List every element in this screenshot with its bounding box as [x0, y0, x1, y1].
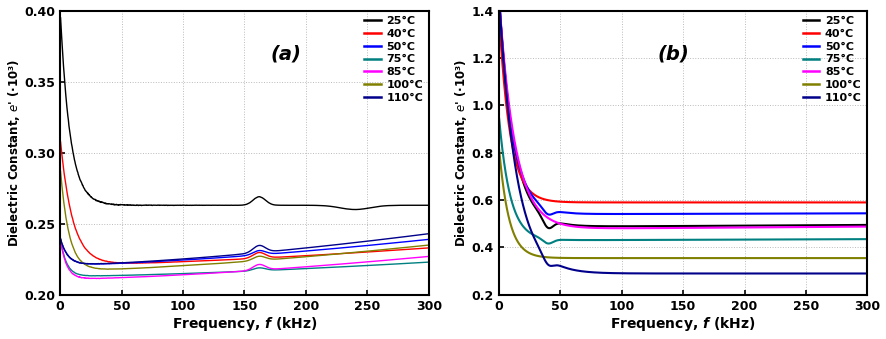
Text: (b): (b) — [657, 45, 689, 64]
Legend: 25°C, 40°C, 50°C, 75°C, 85°C, 100°C, 110°C: 25°C, 40°C, 50°C, 75°C, 85°C, 100°C, 110… — [803, 16, 862, 103]
X-axis label: Frequency, $\bfit{f}$ (kHz): Frequency, $\bfit{f}$ (kHz) — [610, 316, 756, 334]
Y-axis label: Dielectric Constant, $e$' (·10³): Dielectric Constant, $e$' (·10³) — [453, 59, 469, 247]
Text: (a): (a) — [270, 45, 301, 64]
Y-axis label: Dielectric Constant, $e$' (·10³): Dielectric Constant, $e$' (·10³) — [5, 59, 21, 247]
X-axis label: Frequency, $\bfit{f}$ (kHz): Frequency, $\bfit{f}$ (kHz) — [172, 316, 317, 334]
Legend: 25°C, 40°C, 50°C, 75°C, 85°C, 100°C, 110°C: 25°C, 40°C, 50°C, 75°C, 85°C, 100°C, 110… — [364, 16, 424, 103]
